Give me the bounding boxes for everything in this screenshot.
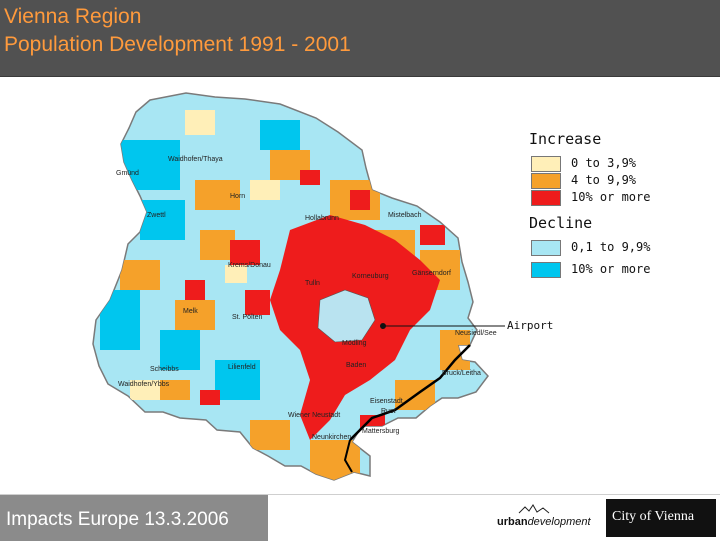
increase-high-patch [420,225,445,245]
increase-low-patch [225,265,247,283]
page-title: Vienna Region [4,5,142,28]
place-label: Korneuburg [352,273,389,280]
legend-decline-heading: Decline [529,214,593,232]
increase-low-patch [250,180,280,200]
city-of-vienna-logo: City of Vienna [606,499,716,537]
decline-patch [140,200,185,240]
place-label: Bruck/Leitha [442,370,481,377]
legend-swatch [531,262,561,278]
increase-high-patch [300,170,320,185]
place-label: Tulln [305,280,320,287]
increase-high-patch [185,280,205,300]
increase-mid-patch [195,180,240,210]
increase-low-patch [130,380,160,400]
place-label: St. Pölten [232,314,263,321]
municipality-patches [100,110,470,480]
region-map [92,92,505,481]
legend-label: 10% or more [571,262,651,276]
place-label: Melk [183,308,198,315]
legend-swatch [531,240,561,256]
place-label: Rust [381,408,396,415]
increase-mid-patch [200,230,235,260]
legend-swatch [531,190,561,206]
footer-text: Impacts Europe 13.3.2006 [6,509,229,530]
increase-high-patch [200,390,220,405]
decline-patch [215,360,260,400]
increase-high-patch [230,240,260,265]
decline-patch [160,330,200,370]
place-label: Neunkirchen [312,434,352,441]
place-label: Mistelbach [388,212,422,219]
place-label: Waidhofen/Ybbs [118,381,170,388]
airport-marker [380,323,386,329]
increase-low-patch [185,110,215,135]
place-label: Mödling [342,340,367,347]
decline-patch [260,120,300,150]
legend-swatch [531,156,561,172]
place-label: Baden [346,362,367,369]
footer-banner: Impacts Europe 13.3.2006 [0,495,268,541]
place-label: Waidhofen/Thaya [168,156,223,163]
title-bar: Vienna Region Population Development 199… [0,0,720,77]
increase-mid-patch [160,380,190,400]
increase-high-patch [245,290,270,315]
skyline-icon [518,504,550,514]
urban-bold: urban [497,516,528,528]
legend-swatch [531,173,561,189]
urban-development-logo: urbandevelopment [497,503,599,531]
legend-label: 0 to 3,9% [571,156,637,170]
urban-italic: development [527,516,591,528]
footer: Impacts Europe 13.3.2006 urbandevelopmen… [0,494,720,541]
place-label: Gmünd [116,170,139,177]
province-boundary [349,344,471,441]
vienna-city [317,289,376,343]
place-label: Zwettl [147,212,166,219]
increase-mid-patch [175,300,215,330]
increase-mid-patch [120,260,160,290]
place-label: Gänserndorf [412,270,451,277]
legend-label: 4 to 9,9% [571,173,637,187]
place-label: Scheibbs [150,366,179,373]
decline-patch [100,290,140,350]
legend-label: 10% or more [571,190,651,204]
increase-mid-patch [310,440,360,480]
increase-high-patch [350,190,370,210]
urban-development-text: urbandevelopment [497,516,591,528]
airport-label: Airport [507,319,554,332]
city-of-vienna-text: City of Vienna [612,509,695,524]
place-label: Eisenstadt [370,398,403,405]
place-label: Krems/Donau [228,262,271,269]
legend-increase-heading: Increase [529,130,602,148]
province-boundary [343,439,353,473]
place-label: Lilienfeld [228,364,256,371]
place-label: Hollabrunn [305,215,339,222]
page-subtitle: Population Development 1991 - 2001 [4,33,351,56]
place-label: Neusiedl/See [455,330,497,337]
place-label: Horn [230,193,246,200]
place-label: Mattersburg [362,428,400,435]
legend-label: 0,1 to 9,9% [571,240,651,254]
increase-mid-patch [250,420,290,450]
place-label: Wiener Neustadt [288,412,341,419]
decline-patch [120,140,180,190]
